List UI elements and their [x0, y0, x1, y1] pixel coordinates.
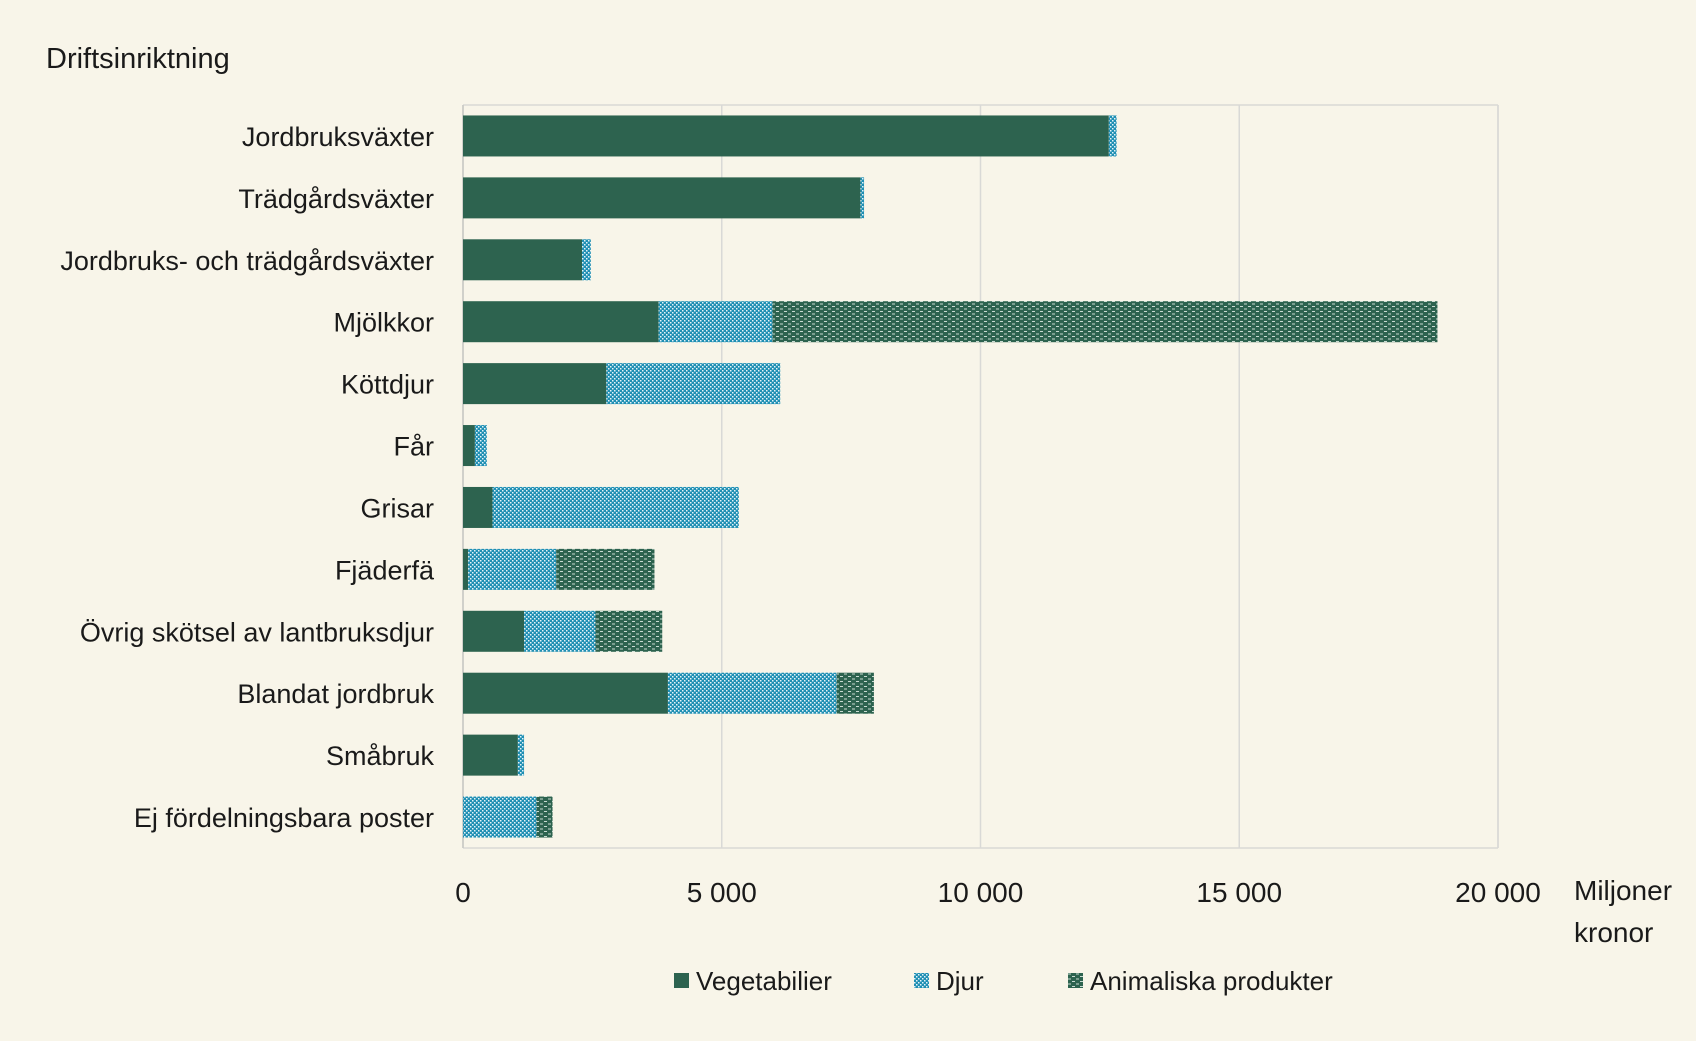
legend-swatch: [1068, 973, 1083, 988]
chart-title: Driftsinriktning: [46, 43, 230, 75]
legend: Vegetabilier Djur Animaliska produkter: [674, 966, 1333, 996]
x-tick-label: 5 000: [687, 877, 757, 908]
category-label: Fjäderfä: [335, 555, 435, 585]
category-label: Grisar: [361, 493, 435, 523]
bar-segment-vegetabilier: [463, 672, 668, 714]
bar-segment-djur: [492, 486, 739, 528]
category-label: Jordbruks- och trädgårdsväxter: [60, 246, 434, 276]
legend-label: Djur: [936, 966, 984, 996]
bar-segment-vegetabilier: [463, 486, 493, 528]
grid: [462, 104, 1499, 849]
bar-segment-djur: [524, 610, 596, 652]
category-label: Köttdjur: [341, 370, 434, 400]
category-label: Jordbruksväxter: [242, 122, 434, 152]
bar-segment-vegetabilier: [463, 115, 1109, 157]
x-tick-label: 0: [455, 877, 471, 908]
bar-segment-vegetabilier: [463, 239, 583, 281]
bar-segment-animaliska-produkter: [836, 672, 874, 714]
bar-segment-vegetabilier: [463, 425, 475, 467]
bar-segment-vegetabilier: [463, 301, 659, 343]
x-tick-label: 20 000: [1455, 877, 1541, 908]
bar-segment-djur: [860, 177, 865, 219]
bar-segment-djur: [1108, 115, 1117, 157]
x-axis-label-line1: Miljoner: [1574, 875, 1672, 906]
bar-segment-djur: [468, 548, 557, 590]
x-axis-ticks: 0 5 000 10 000 15 000 20 000: [455, 877, 1541, 908]
bar-segment-vegetabilier: [463, 548, 469, 590]
bar-segment-animaliska-produkter: [595, 610, 663, 652]
category-label: Småbruk: [326, 741, 435, 771]
category-label: Ej fördelningsbara poster: [134, 803, 434, 833]
bar-segment-djur: [658, 301, 773, 343]
bar-segment-animaliska-produkter: [772, 301, 1438, 343]
bar-segment-animaliska-produkter: [536, 796, 553, 838]
x-tick-label: 10 000: [938, 877, 1024, 908]
bar-segment-vegetabilier: [463, 363, 607, 405]
category-label: Mjölkkor: [333, 308, 434, 338]
bar-segment-animaliska-produkter: [556, 548, 655, 590]
category-label: Övrig skötsel av lantbruksdjur: [80, 617, 434, 647]
bars: [463, 115, 1438, 838]
bar-segment-vegetabilier: [463, 177, 861, 219]
category-label: Blandat jordbruk: [237, 679, 434, 709]
bar-segment-vegetabilier: [463, 734, 518, 776]
bar-segment-djur: [667, 672, 837, 714]
bar-segment-djur: [582, 239, 591, 281]
bar-segment-djur: [463, 796, 537, 838]
category-labels: Jordbruksväxter Trädgårdsväxter Jordbruks-…: [60, 122, 435, 833]
x-axis-label-line2: kronor: [1574, 917, 1653, 948]
x-tick-label: 15 000: [1196, 877, 1282, 908]
legend-label: Animaliska produkter: [1090, 966, 1333, 996]
legend-swatch: [674, 973, 689, 988]
bar-segment-vegetabilier: [463, 610, 525, 652]
legend-label: Vegetabilier: [696, 966, 832, 996]
legend-swatch: [914, 973, 929, 988]
category-label: Trädgårdsväxter: [238, 184, 434, 214]
bar-segment-djur: [517, 734, 525, 776]
category-label: Får: [394, 432, 435, 462]
bar-segment-djur: [606, 363, 781, 405]
bar-segment-djur: [474, 425, 487, 467]
